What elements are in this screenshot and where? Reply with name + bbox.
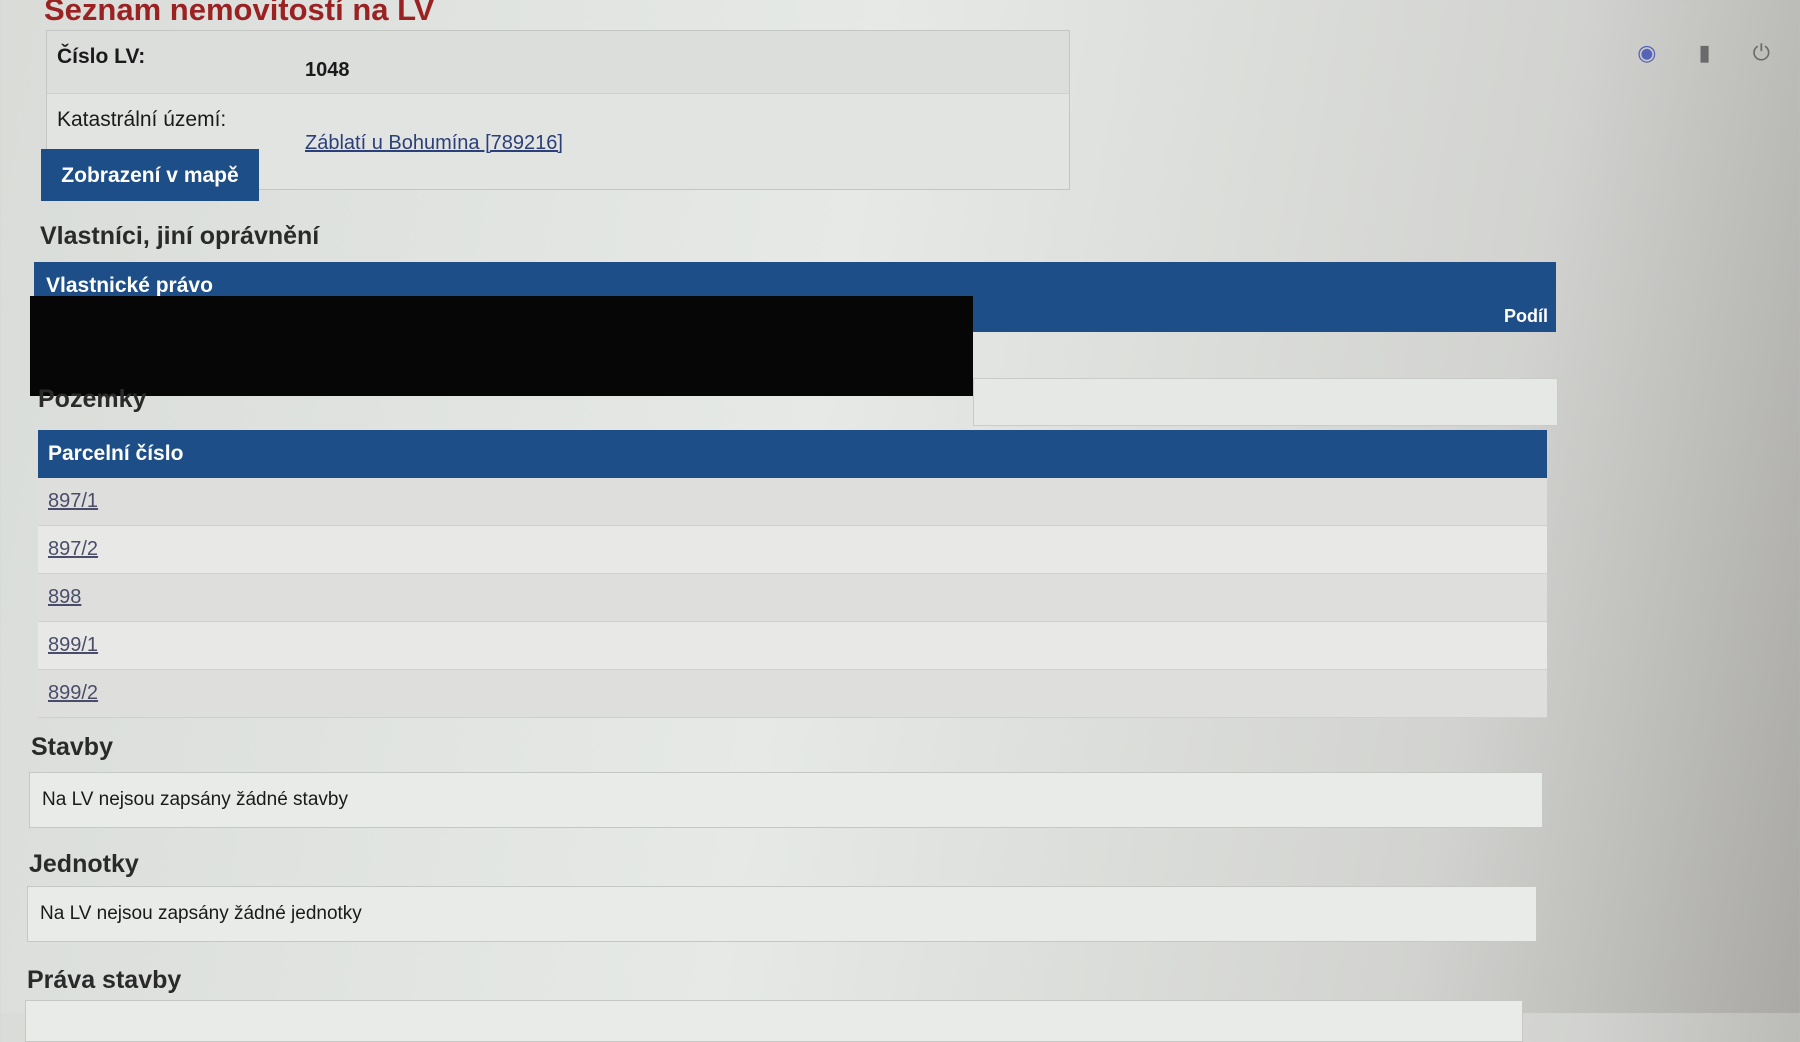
show-on-map-button[interactable]: Zobrazení v mapě (41, 149, 259, 201)
redacted-owner (30, 296, 973, 396)
units-heading: Jednotky (29, 850, 139, 878)
parcels-heading: Pozemky (38, 385, 147, 413)
table-row: 899/2 (38, 670, 1547, 718)
bookmark-icon[interactable]: ▮ (1698, 40, 1711, 65)
page-title: Seznam nemovitostí na LV (44, 0, 435, 27)
units-empty-message: Na LV nejsou zapsány žádné jednotky (27, 886, 1537, 942)
table-row: 899/1 (38, 622, 1547, 670)
cadastral-area-link[interactable]: Záblatí u Bohumína [789216] (305, 132, 563, 154)
parcel-link[interactable]: 898 (48, 586, 82, 608)
buildings-heading: Stavby (31, 733, 113, 761)
share-column-header: Podíl (1504, 306, 1548, 326)
owners-heading: Vlastníci, jiní oprávnění (40, 222, 320, 250)
parcel-link[interactable]: 899/1 (48, 634, 99, 656)
table-row: 897/2 (38, 526, 1547, 574)
owner-share-cell (973, 378, 1558, 426)
lv-number-label: Číslo LV: (57, 45, 146, 68)
table-row: 898 (38, 574, 1547, 622)
cadastral-area-label: Katastrální území: (57, 108, 227, 131)
parcel-link[interactable]: 899/2 (48, 682, 99, 704)
lv-number-value: 1048 (305, 59, 350, 81)
table-row: 897/1 (38, 478, 1547, 526)
parcel-link[interactable]: 897/2 (48, 538, 99, 560)
extension-icon[interactable]: ◉ (1637, 40, 1657, 65)
building-rights-heading: Práva stavby (27, 966, 182, 994)
buildings-empty-message: Na LV nejsou zapsány žádné stavby (29, 772, 1543, 828)
power-icon[interactable]: ⏻ (1752, 40, 1770, 65)
lv-info-box: Číslo LV: 1048 Katastrální území: Záblat… (46, 30, 1070, 190)
ownership-section-label: Vlastnické právo (46, 274, 213, 297)
parcels-table: Parcelní číslo 897/1 897/2 898 899/1 899… (38, 430, 1547, 718)
parcel-link[interactable]: 897/1 (48, 490, 99, 512)
building-rights-box (25, 1000, 1523, 1042)
parcel-number-column-header: Parcelní číslo (38, 430, 1547, 478)
browser-toolbar: ◉ ▮ ⏻ (1637, 40, 1770, 66)
